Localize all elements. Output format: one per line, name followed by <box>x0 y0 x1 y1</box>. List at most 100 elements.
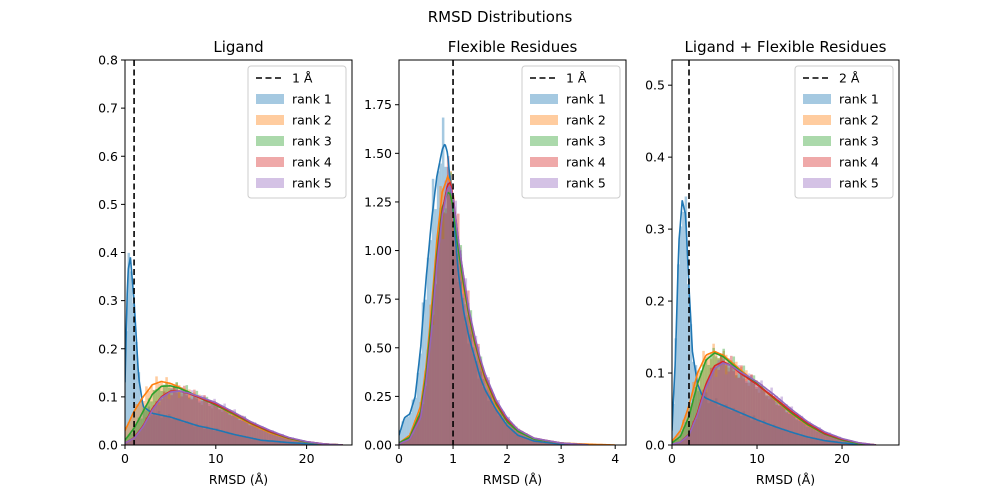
legend-cutoff-label: 2 Å <box>839 71 860 86</box>
x-axis-label: RMSD (Å) <box>756 472 815 487</box>
histogram-bar <box>276 433 279 445</box>
histogram-bar <box>243 415 247 445</box>
histogram-bar <box>805 424 809 445</box>
histogram-bar <box>145 386 148 445</box>
histogram-bar <box>261 429 264 445</box>
histogram-bar <box>299 443 302 445</box>
histogram-bar <box>200 398 204 445</box>
histogram-bar <box>767 391 771 445</box>
histogram-bar <box>283 436 287 445</box>
histogram-bar <box>150 415 153 445</box>
legend-swatch-rank-3 <box>530 136 558 146</box>
histogram-bar <box>180 393 184 445</box>
histogram-bar <box>742 365 746 445</box>
histogram-bar <box>737 365 741 445</box>
histogram-bar <box>520 433 523 445</box>
histogram-bar <box>499 411 503 445</box>
histogram-bar <box>238 414 242 445</box>
histogram-bar <box>215 404 219 445</box>
histogram-bar <box>810 425 814 445</box>
histogram-bar <box>692 421 695 445</box>
histogram-bar <box>492 400 495 445</box>
histogram-bar <box>147 406 151 445</box>
histogram-bar <box>684 437 688 445</box>
histogram-bar <box>145 404 148 445</box>
histogram-bar <box>193 396 196 445</box>
histogram-bar <box>762 386 766 445</box>
histogram-bar <box>719 353 723 445</box>
histogram-bar <box>462 276 465 445</box>
panel-title: Ligand + Flexible Residues <box>685 38 887 56</box>
histogram-bar <box>434 209 437 445</box>
histogram-bar <box>142 424 146 445</box>
histogram-bar <box>177 391 181 445</box>
histogram-bar <box>444 208 447 445</box>
histogram-bar <box>165 392 168 445</box>
histogram-bar <box>150 410 153 445</box>
histogram-bar <box>276 434 279 445</box>
histogram-bar <box>740 415 743 445</box>
histogram-bar <box>411 427 415 445</box>
histogram-bar <box>409 438 412 445</box>
histogram-bar <box>180 389 184 445</box>
histogram-bar <box>522 434 526 445</box>
histogram-bar <box>699 399 703 445</box>
histogram-bar <box>246 419 249 445</box>
y-tick-label: 0.00 <box>364 438 392 453</box>
histogram-bar <box>203 395 206 445</box>
histogram-bar <box>472 339 475 445</box>
histogram-bar <box>815 429 819 445</box>
histogram-bar <box>444 195 447 445</box>
histogram-bar <box>424 386 427 445</box>
histogram-bar <box>489 388 493 445</box>
histogram-bar <box>225 410 229 445</box>
histogram-bar <box>155 389 158 445</box>
legend: 1 Å rank 1 rank 2 rank 3 rank 4 rank 5 <box>247 65 347 199</box>
histogram-bar <box>167 392 171 445</box>
histogram-bar <box>732 356 736 445</box>
histogram-bar <box>707 364 710 445</box>
histogram-bar <box>416 372 420 445</box>
kde-line-rank-5 <box>125 390 343 445</box>
histogram-bar <box>160 382 163 445</box>
histogram-bar <box>225 408 229 445</box>
histogram-bar <box>479 371 483 445</box>
histogram-bar <box>714 356 718 445</box>
histogram-bar <box>813 438 816 445</box>
histogram-bar <box>271 433 274 445</box>
histogram-bar <box>714 398 718 445</box>
histogram-bar <box>472 347 475 445</box>
histogram-bar <box>278 436 282 445</box>
histogram-bar <box>520 436 523 445</box>
histogram-bar <box>246 422 249 445</box>
histogram-bar <box>499 411 503 445</box>
histogram-bar <box>195 390 199 445</box>
histogram-bar <box>203 396 206 445</box>
histogram-bar <box>157 405 161 445</box>
histogram-bar <box>439 186 442 445</box>
histogram-bar <box>152 390 156 445</box>
histogram-bar <box>755 384 758 445</box>
histogram-bar <box>825 440 829 445</box>
histogram-bar <box>441 211 445 445</box>
histogram-bar <box>477 378 480 445</box>
x-tick-label: 20 <box>299 451 315 466</box>
histogram-bar <box>278 436 282 445</box>
histogram-bar <box>127 441 131 445</box>
legend-cutoff-label: 1 Å <box>566 71 587 86</box>
histogram-bar <box>449 172 452 445</box>
histogram-bar <box>451 225 455 445</box>
histogram-bar <box>740 365 743 445</box>
histogram-bar <box>177 398 181 445</box>
histogram-bar <box>772 424 776 445</box>
y-tick-label: 0.25 <box>364 389 392 404</box>
histogram-bar <box>157 410 161 445</box>
histogram-bar <box>765 424 768 445</box>
histogram-bar <box>742 372 746 445</box>
histogram-bar <box>160 399 163 445</box>
histogram-bar <box>256 427 259 445</box>
histogram-bar <box>537 439 541 445</box>
histogram-bar <box>429 304 432 445</box>
histogram-bar <box>268 440 272 445</box>
histogram-bar <box>424 370 427 445</box>
